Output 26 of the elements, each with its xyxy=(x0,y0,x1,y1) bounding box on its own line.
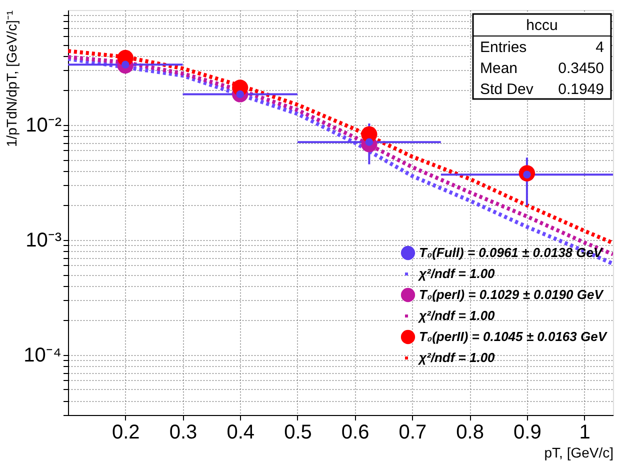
y-tick-label: 10⁻³ xyxy=(26,229,62,252)
legend-label: χ²/ndf = 1.00 xyxy=(417,350,496,365)
x-tick-label: 0.3 xyxy=(169,422,198,444)
annotation: Entries xyxy=(480,39,527,56)
annotation: 0.3450 xyxy=(558,60,604,77)
annotation: hccu xyxy=(526,17,558,34)
y-axis-title: 1/pTdN/dpT, [GeV/c]⁻¹ xyxy=(4,10,20,147)
annotation: 0.1949 xyxy=(558,81,604,98)
y-tick-label: 10⁻² xyxy=(26,114,62,136)
annotation: 4 xyxy=(596,39,604,56)
x-axis-title: pT, [GeV/c] xyxy=(544,444,614,460)
x-tick-label: 0.4 xyxy=(226,422,255,444)
x-tick-label: 0.8 xyxy=(456,422,484,444)
x-tick-label: 0.5 xyxy=(284,422,312,444)
legend-label: χ²/ndf = 1.00 xyxy=(417,308,496,323)
x-tick-label: 0.7 xyxy=(398,422,427,444)
x-tick-label: 1 xyxy=(579,422,590,444)
annotation: Std Dev xyxy=(480,81,534,98)
y-tick-label: 10⁻⁴ xyxy=(24,344,62,366)
annotation: Mean xyxy=(480,60,518,77)
x-tick-label: 0.2 xyxy=(112,422,140,444)
x-tick-label: 0.6 xyxy=(341,422,370,444)
legend-label: T₀(perI) = 0.1029 ± 0.0190 GeV xyxy=(419,287,604,302)
x-tick-label: 0.9 xyxy=(514,422,542,444)
legend-label: T₀(perII) = 0.1045 ± 0.0163 GeV xyxy=(419,329,608,344)
legend-label: χ²/ndf = 1.00 xyxy=(417,266,496,281)
